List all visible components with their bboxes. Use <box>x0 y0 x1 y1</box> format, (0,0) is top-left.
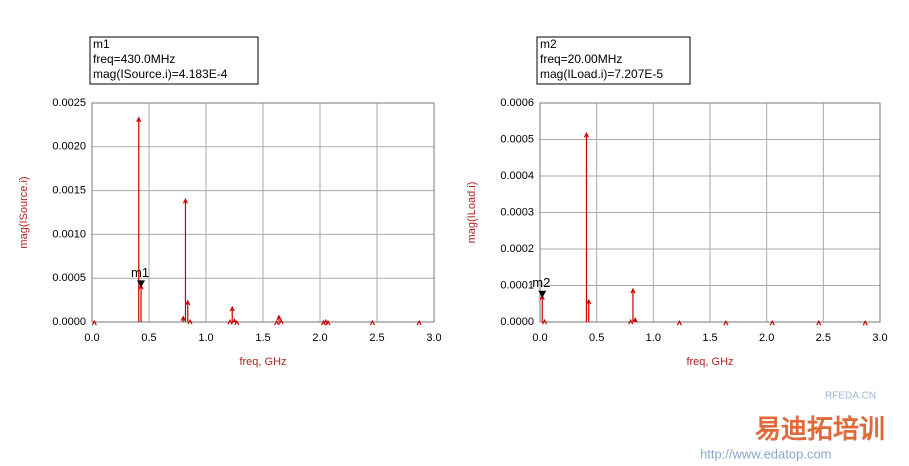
stem <box>325 319 331 326</box>
stem <box>632 317 638 323</box>
y-tick-label: 0.0004 <box>500 170 534 182</box>
y-tick-label: 0.0005 <box>500 133 534 145</box>
x-tick-label: 0.5 <box>141 332 156 344</box>
x-tick-label: 1.5 <box>702 332 717 344</box>
marker-box <box>536 36 691 85</box>
stem <box>278 318 284 325</box>
x-tick-label: 1.0 <box>198 332 213 344</box>
stem <box>628 318 634 325</box>
x-axis-label: freq, GHz <box>239 356 286 368</box>
stem <box>769 319 775 326</box>
marker-box <box>89 36 259 85</box>
y-tick-label: 0.0010 <box>52 228 86 240</box>
y-tick-label: 0.0003 <box>500 206 534 218</box>
x-tick-label: 0.0 <box>532 332 547 344</box>
y-tick-label: 0.0015 <box>52 185 86 197</box>
marker-symbol <box>137 280 146 288</box>
stem <box>586 298 592 322</box>
x-tick-label: 2.0 <box>759 332 774 344</box>
marker-text: mag(ISource.i)=4.183E-4 <box>93 67 228 81</box>
stem <box>583 131 590 322</box>
x-tick-label: 1.5 <box>255 332 270 344</box>
x-tick-label: 3.0 <box>872 332 887 344</box>
y-tick-label: 0.0000 <box>500 316 534 328</box>
stem <box>276 314 282 322</box>
y-tick-label: 0.0006 <box>500 97 534 109</box>
stem <box>369 319 375 326</box>
marker-text: m1 <box>93 37 110 51</box>
stem <box>723 319 729 326</box>
watermark-brand: 易迪拓培训 <box>755 414 885 444</box>
y-tick-label: 0.0020 <box>52 141 86 153</box>
stem <box>136 116 142 322</box>
stem <box>274 319 280 326</box>
marker-text: freq=20.00MHz <box>540 52 622 66</box>
x-axis-label: freq, GHz <box>686 356 733 368</box>
stem <box>862 319 868 326</box>
x-tick-label: 0.5 <box>589 332 604 344</box>
stem <box>91 319 97 326</box>
stem <box>227 318 233 325</box>
marker-symbol <box>538 290 547 298</box>
stem <box>630 287 636 322</box>
y-tick-label: 0.0005 <box>52 272 86 284</box>
watermark-url: http://www.edatop.com <box>700 446 832 461</box>
marker-name: m1 <box>131 265 149 280</box>
x-tick-label: 2.0 <box>312 332 327 344</box>
stem <box>541 318 548 325</box>
stem <box>180 315 186 322</box>
marker-text: mag(ILoad.i)=7.207E-5 <box>540 67 663 81</box>
stem <box>234 319 240 326</box>
plot-frame <box>539 102 881 323</box>
stem <box>816 319 822 326</box>
watermark-site: RFEDA.CN <box>825 391 876 402</box>
stem <box>187 318 193 325</box>
plot-frame <box>91 102 435 323</box>
stem <box>676 319 682 326</box>
y-axis-label: mag(ISource.i) <box>18 176 30 248</box>
marker-text: freq=430.0MHz <box>93 52 175 66</box>
y-axis-label: mag(ILoad.i) <box>466 182 478 244</box>
marker-text: m2 <box>540 37 557 51</box>
stem <box>185 299 191 322</box>
x-tick-label: 0.0 <box>84 332 99 344</box>
stem <box>416 319 422 326</box>
y-tick-label: 0.0002 <box>500 243 534 255</box>
y-tick-label: 0.0001 <box>500 279 534 291</box>
stem <box>229 305 235 322</box>
x-tick-label: 2.5 <box>369 332 384 344</box>
x-tick-label: 3.0 <box>426 332 441 344</box>
x-tick-label: 2.5 <box>816 332 831 344</box>
y-tick-label: 0.0000 <box>52 316 86 328</box>
stem <box>182 198 189 322</box>
x-tick-label: 1.0 <box>646 332 661 344</box>
stem <box>320 319 326 326</box>
y-tick-label: 0.0025 <box>52 97 86 109</box>
marker-name: m2 <box>532 275 550 290</box>
